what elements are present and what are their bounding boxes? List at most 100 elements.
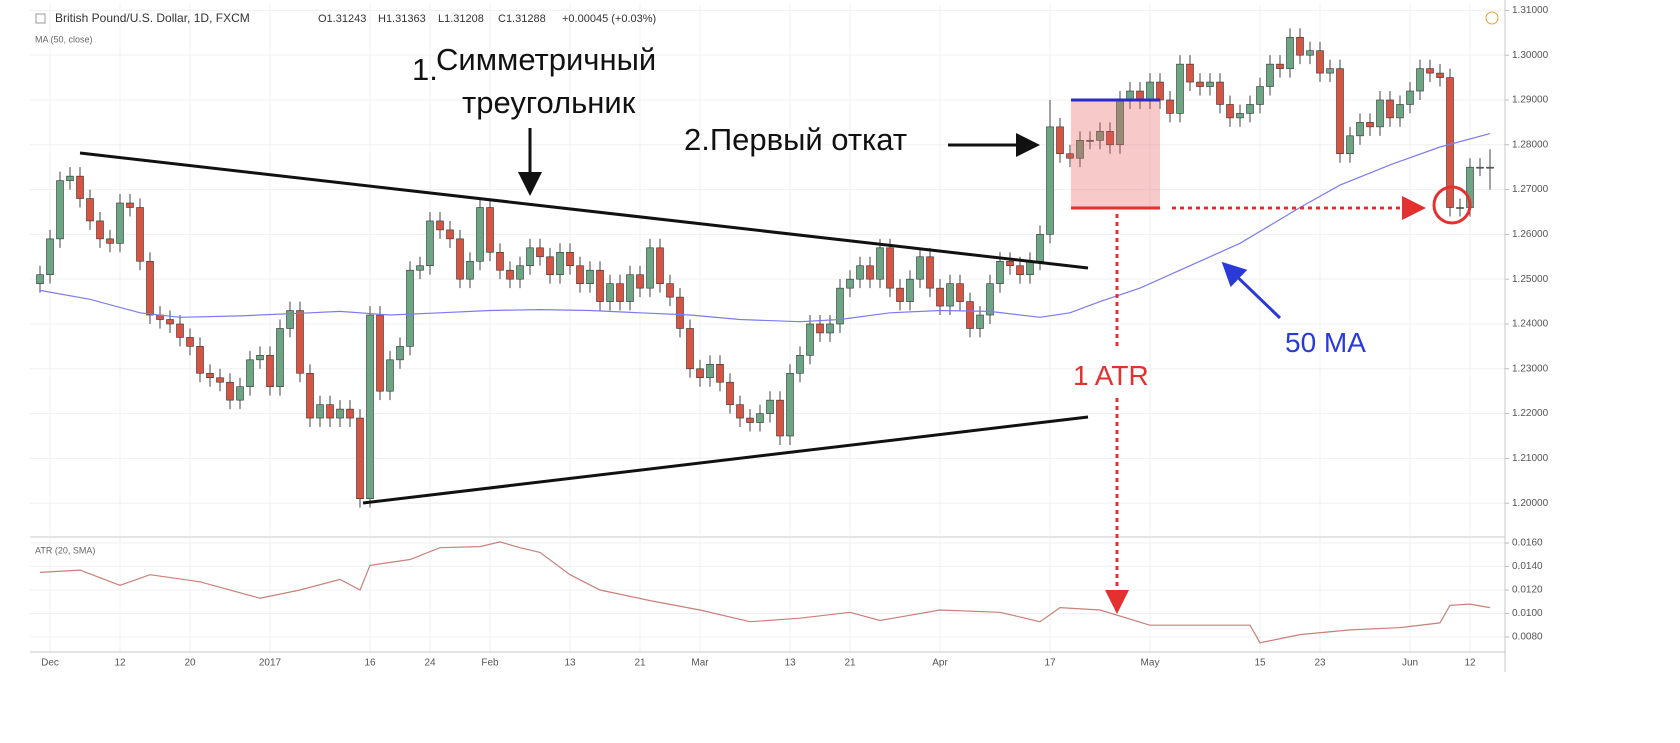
candle-body xyxy=(326,404,334,419)
x-tick-label: 21 xyxy=(634,658,646,669)
x-tick-label: 21 xyxy=(844,658,856,669)
y-tick-label: 1.29000 xyxy=(1512,95,1549,106)
candle-body xyxy=(636,274,644,289)
candle-body xyxy=(306,372,314,419)
candle-body xyxy=(666,283,674,298)
candle-body xyxy=(676,296,684,329)
y-tick-label: 1.27000 xyxy=(1512,184,1549,195)
candle-body xyxy=(1276,63,1284,69)
candle-body xyxy=(1436,72,1444,78)
candle-body xyxy=(286,310,294,329)
y-tick-label: 1.25000 xyxy=(1512,274,1549,285)
candle-body xyxy=(696,368,704,379)
candle-body xyxy=(1306,50,1314,56)
candle-body xyxy=(1176,63,1184,114)
candle-body xyxy=(246,359,254,388)
candle-body xyxy=(496,252,504,271)
x-tick-label: Apr xyxy=(932,658,948,669)
candle-body xyxy=(476,207,484,262)
candle-body xyxy=(446,229,454,240)
legend-label: MA (50, close) xyxy=(35,34,93,44)
candle-body xyxy=(1416,68,1424,92)
x-tick-label: 17 xyxy=(1044,658,1056,669)
y-tick-label: 1.31000 xyxy=(1512,5,1549,16)
x-tick-label: Mar xyxy=(691,658,709,669)
candle-body xyxy=(1296,36,1304,56)
candle-body xyxy=(36,274,44,284)
candle-body xyxy=(416,265,424,271)
candle-body xyxy=(1476,166,1484,169)
candle-body xyxy=(846,278,854,289)
header: British Pound/U.S. Dollar, 1D, FXCM O1.3… xyxy=(35,11,1499,25)
annotation-text: 2.Первый откат xyxy=(684,122,907,157)
candle-body xyxy=(1036,234,1044,262)
triangle-upper-line xyxy=(79,151,1089,270)
candle-body xyxy=(1236,113,1244,119)
candle-body xyxy=(296,310,304,374)
candle-body xyxy=(946,283,954,307)
candle-body xyxy=(226,381,234,401)
candle-body xyxy=(996,260,1004,284)
candle-body xyxy=(786,372,794,437)
candle-body xyxy=(1356,122,1364,137)
candle-body xyxy=(1076,140,1084,159)
candle-body xyxy=(1396,104,1404,119)
y-tick-label: 0.0120 xyxy=(1512,585,1543,596)
x-tick-label: 15 xyxy=(1254,658,1266,669)
x-tick-label: Jun xyxy=(1402,658,1418,669)
candle-body xyxy=(196,346,204,374)
candle-body xyxy=(206,372,214,379)
candle-body xyxy=(826,323,834,334)
candle-body xyxy=(896,287,904,302)
candle-body xyxy=(806,323,814,356)
x-tick-label: 20 xyxy=(184,658,196,669)
symbol-title: British Pound/U.S. Dollar, 1D, FXCM xyxy=(55,11,250,25)
candle-body xyxy=(96,220,104,240)
alert-icon[interactable] xyxy=(1485,11,1499,25)
candle-body xyxy=(1286,36,1294,69)
candle-body xyxy=(486,207,494,253)
y-tick-label: 0.0160 xyxy=(1512,538,1543,549)
candle-body xyxy=(586,269,594,284)
candle-body xyxy=(386,359,394,392)
arrow xyxy=(1221,261,1282,320)
candle-body xyxy=(216,377,224,383)
candle-body xyxy=(186,337,194,347)
x-tick-label: May xyxy=(1141,658,1160,669)
candle-body xyxy=(836,287,844,325)
candle-body xyxy=(776,399,784,437)
collapse-icon[interactable] xyxy=(35,13,46,24)
candle-body xyxy=(426,220,434,267)
candle-body xyxy=(506,269,514,280)
candle-body xyxy=(746,417,754,423)
quote-high: H1.31363 xyxy=(378,13,426,25)
candle-body xyxy=(1096,131,1104,141)
candle-body xyxy=(1326,68,1334,74)
candle-body xyxy=(266,355,274,388)
candle-body xyxy=(736,404,744,419)
x-tick-label: 16 xyxy=(364,658,376,669)
candle-body xyxy=(336,408,344,419)
candle-body xyxy=(236,386,244,401)
candle-body xyxy=(726,381,734,405)
y-tick-label: 0.0140 xyxy=(1512,561,1543,572)
candle-body xyxy=(526,247,534,267)
candle-body xyxy=(366,314,374,500)
candle-body xyxy=(656,247,664,284)
candle-body xyxy=(856,265,864,280)
candle-body xyxy=(756,413,764,423)
candle-body xyxy=(126,202,134,208)
annotation-number: 1. xyxy=(412,52,438,87)
candle-body xyxy=(956,283,964,302)
candle-body xyxy=(1086,140,1094,142)
candle-body xyxy=(906,278,914,302)
series-line xyxy=(39,133,1491,323)
candle-body xyxy=(886,247,894,289)
candle-body xyxy=(1106,131,1114,146)
candle-body xyxy=(176,323,184,338)
candle-body xyxy=(686,328,694,370)
candle-body xyxy=(1366,122,1374,128)
highlight-circle xyxy=(1432,185,1472,225)
candle-body xyxy=(1316,50,1324,74)
triangle-lower-line xyxy=(362,415,1089,505)
